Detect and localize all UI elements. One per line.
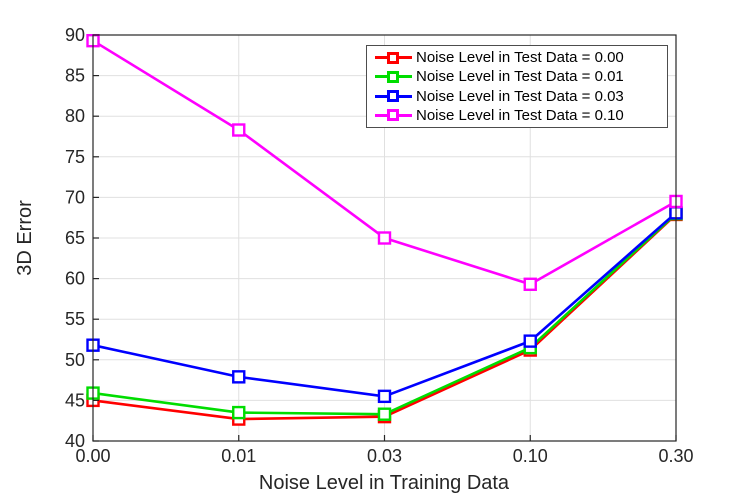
y-tick-label: 80 bbox=[65, 106, 85, 126]
axis-tick-labels: 0.00 0.01 0.03 0.10 0.30 40 45 50 55 60 65 70 75 80 85… bbox=[65, 25, 694, 466]
data-point-marker bbox=[232, 370, 246, 384]
x-axis-label: Noise Level in Training Data bbox=[259, 472, 510, 494]
y-tick-label: 45 bbox=[65, 390, 85, 410]
legend-swatch bbox=[375, 89, 412, 103]
x-tick-label: 0.30 bbox=[658, 446, 693, 466]
x-tick-label: 0.01 bbox=[221, 446, 256, 466]
data-point-marker bbox=[523, 334, 537, 348]
data-point-marker bbox=[232, 405, 246, 420]
y-tick-label: 70 bbox=[65, 187, 85, 207]
x-tick-label: 0.00 bbox=[75, 446, 110, 466]
y-axis-label: 3D Error bbox=[14, 200, 36, 276]
legend-square-marker-icon bbox=[387, 70, 399, 83]
y-tick-label: 60 bbox=[65, 269, 85, 289]
x-tick-label: 0.03 bbox=[367, 446, 402, 466]
legend-item: Noise Level in Test Data = 0.03 bbox=[375, 87, 663, 106]
legend-swatch bbox=[375, 51, 412, 65]
legend-item: Noise Level in Test Data = 0.10 bbox=[375, 106, 663, 125]
data-point-marker bbox=[232, 123, 246, 137]
legend-item-label: Noise Level in Test Data = 0.01 bbox=[416, 68, 624, 86]
series-plot bbox=[86, 33, 683, 426]
legend-swatch bbox=[375, 70, 412, 84]
data-point-marker bbox=[377, 407, 392, 421]
x-tick-label: 0.10 bbox=[513, 446, 548, 466]
data-point-marker bbox=[523, 277, 537, 291]
y-tick-label: 75 bbox=[65, 147, 85, 167]
legend-item-label: Noise Level in Test Data = 0.03 bbox=[416, 87, 624, 105]
y-tick-label: 65 bbox=[65, 228, 85, 248]
legend-item: Noise Level in Test Data = 0.01 bbox=[375, 67, 663, 86]
legend-item-label: Noise Level in Test Data = 0.00 bbox=[416, 49, 624, 67]
legend-item: Noise Level in Test Data = 0.00 bbox=[375, 48, 663, 67]
legend-swatch bbox=[375, 108, 412, 122]
y-tick-label: 40 bbox=[65, 431, 85, 451]
y-tick-label: 85 bbox=[65, 66, 85, 86]
legend: Noise Level in Test Data = 0.00 Noise Lev… bbox=[366, 45, 668, 128]
data-point-marker bbox=[377, 231, 392, 245]
legend-square-marker-icon bbox=[387, 90, 399, 103]
axis-tick-marks bbox=[92, 34, 677, 442]
legend-item-label: Noise Level in Test Data = 0.10 bbox=[416, 106, 624, 124]
data-point-marker bbox=[377, 389, 392, 404]
legend-square-marker-icon bbox=[387, 109, 399, 122]
y-tick-label: 55 bbox=[65, 309, 85, 329]
y-tick-label: 90 bbox=[65, 25, 85, 45]
y-tick-label: 50 bbox=[65, 350, 85, 370]
legend-square-marker-icon bbox=[387, 51, 399, 64]
